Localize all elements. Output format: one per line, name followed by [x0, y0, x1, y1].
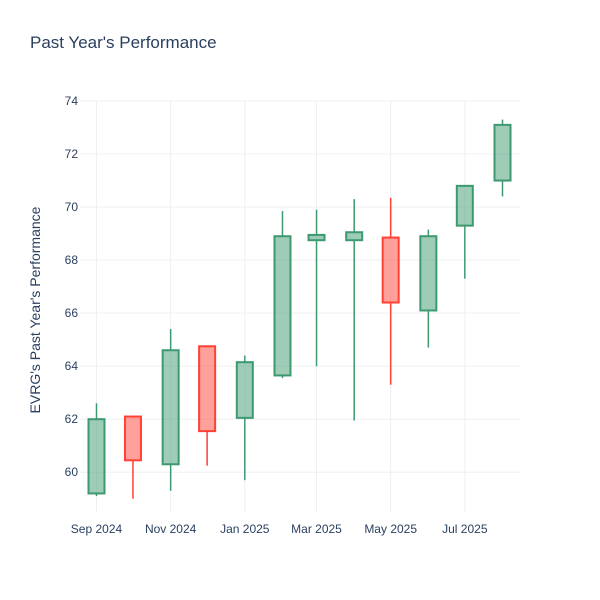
candle-body	[493, 123, 512, 182]
x-tick-label: May 2025	[364, 522, 417, 536]
candle	[198, 345, 217, 466]
x-tick-label: Sep 2024	[71, 522, 123, 536]
y-tick-label: 62	[65, 412, 79, 426]
candle	[493, 119, 512, 197]
x-tick-labels: Sep 2024 Nov 2024 Jan 2025 Mar 2025 May 2025…	[71, 522, 488, 536]
x-tick-label: Nov 2024	[145, 522, 197, 536]
candle	[235, 355, 254, 481]
y-tick-label: 66	[65, 306, 79, 320]
candle-body	[198, 345, 217, 433]
x-tick-label: Jan 2025	[220, 522, 270, 536]
candle	[273, 211, 292, 379]
y-tick-label: 72	[65, 147, 79, 161]
candle-body	[345, 231, 364, 242]
y-tick-labels: 60 62 64 66 68 70 72 74	[65, 94, 79, 479]
y-tick-label: 64	[65, 359, 79, 373]
candle	[381, 197, 400, 385]
candle-body	[273, 235, 292, 377]
candle-body	[381, 236, 400, 304]
y-axis-title: EVRG's Past Year's Performance	[27, 206, 43, 413]
candle-body	[455, 184, 474, 227]
x-tick-label: Jul 2025	[442, 522, 488, 536]
candle-body	[161, 349, 180, 466]
candle-body	[123, 415, 142, 462]
y-tick-label: 70	[65, 200, 79, 214]
candle-body	[307, 233, 326, 242]
candle	[161, 329, 180, 491]
candle-body	[87, 418, 106, 495]
candle	[455, 184, 474, 279]
x-tick-label: Mar 2025	[291, 522, 342, 536]
y-tick-label: 68	[65, 253, 79, 267]
y-tick-label: 74	[65, 94, 79, 108]
candle	[345, 199, 364, 421]
candle	[123, 415, 142, 499]
candles	[87, 119, 512, 499]
candle-body	[419, 235, 438, 312]
chart-title: Past Year's Performance	[30, 33, 217, 52]
candle	[87, 403, 106, 497]
candle	[419, 229, 438, 348]
candle	[307, 209, 326, 367]
y-tick-label: 60	[65, 465, 79, 479]
candle-body	[235, 361, 254, 419]
grid-lines	[80, 100, 520, 512]
